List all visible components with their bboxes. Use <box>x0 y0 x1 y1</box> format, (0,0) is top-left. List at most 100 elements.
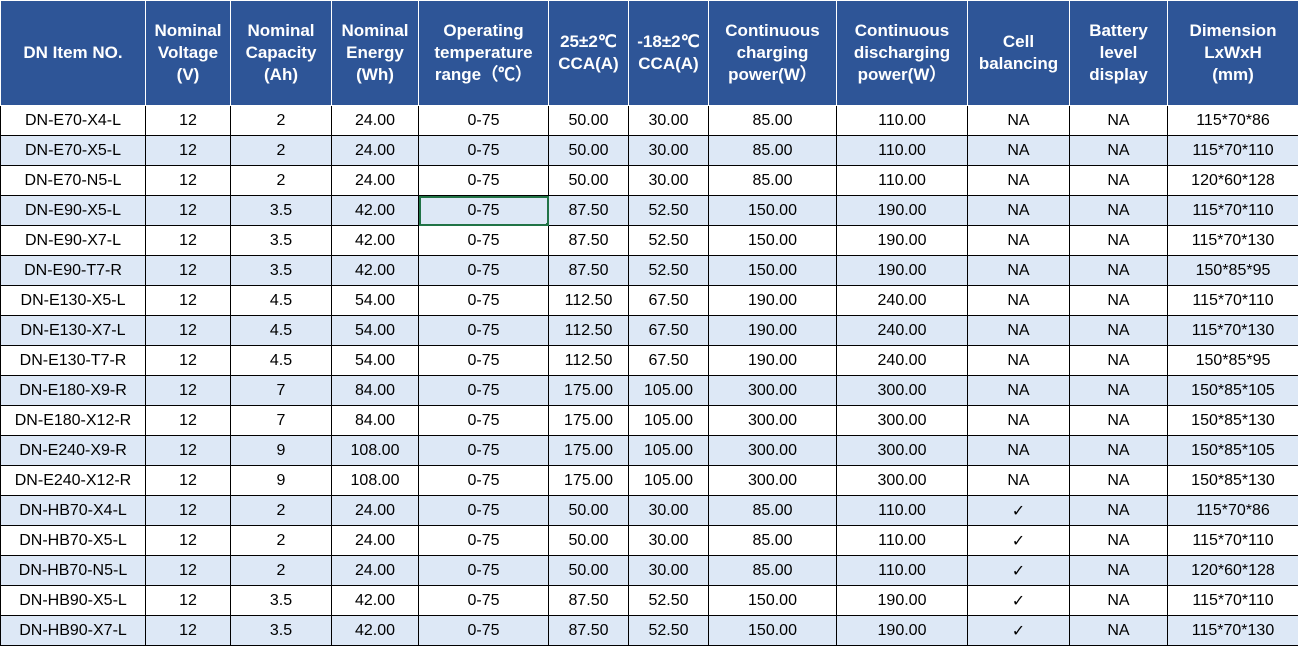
cell-voltage[interactable]: 12 <box>145 195 231 226</box>
cell-energy[interactable]: 84.00 <box>331 405 419 436</box>
cell-cca-25[interactable]: 112.50 <box>548 285 629 316</box>
cell-discharging-power[interactable]: 190.00 <box>836 615 968 646</box>
cell-dimension[interactable]: 115*70*130 <box>1167 225 1298 256</box>
cell-cca-25[interactable]: 87.50 <box>548 585 629 616</box>
cell-temperature[interactable]: 0-75 <box>418 105 549 136</box>
cell-discharging-power[interactable]: 190.00 <box>836 585 968 616</box>
cell-cca-25[interactable]: 87.50 <box>548 195 629 226</box>
cell-discharging-power[interactable]: 240.00 <box>836 315 968 346</box>
cell-capacity[interactable]: 4.5 <box>230 285 332 316</box>
cell-cca-minus18[interactable]: 30.00 <box>628 495 709 526</box>
cell-discharging-power[interactable]: 240.00 <box>836 285 968 316</box>
cell-cca-minus18[interactable]: 67.50 <box>628 285 709 316</box>
cell-cca-25[interactable]: 112.50 <box>548 315 629 346</box>
cell-battery-level[interactable]: NA <box>1069 165 1168 196</box>
cell-balancing[interactable]: ✓ <box>967 525 1070 556</box>
cell-energy[interactable]: 24.00 <box>331 165 419 196</box>
header-cca-minus18[interactable]: -18±2℃ CCA(A) <box>628 0 709 106</box>
cell-capacity[interactable]: 2 <box>230 135 332 166</box>
cell-temperature[interactable]: 0-75 <box>418 615 549 646</box>
cell-temperature[interactable]: 0-75 <box>418 465 549 496</box>
cell-cca-minus18[interactable]: 105.00 <box>628 465 709 496</box>
header-nominal-energy[interactable]: Nominal Energy (Wh) <box>331 0 419 106</box>
cell-cca-25[interactable]: 50.00 <box>548 555 629 586</box>
cell-capacity[interactable]: 3.5 <box>230 255 332 286</box>
cell-battery-level[interactable]: NA <box>1069 525 1168 556</box>
cell-balancing[interactable]: NA <box>967 255 1070 286</box>
cell-temperature[interactable]: 0-75 <box>418 555 549 586</box>
cell-dimension[interactable]: 115*70*110 <box>1167 285 1298 316</box>
cell-balancing[interactable]: NA <box>967 405 1070 436</box>
header-battery-level-display[interactable]: Battery level display <box>1069 0 1168 106</box>
cell-cca-minus18[interactable]: 52.50 <box>628 225 709 256</box>
cell-charging-power[interactable]: 300.00 <box>708 465 837 496</box>
cell-dimension[interactable]: 120*60*128 <box>1167 165 1298 196</box>
cell-energy[interactable]: 84.00 <box>331 375 419 406</box>
cell-balancing[interactable]: NA <box>967 375 1070 406</box>
cell-cca-25[interactable]: 175.00 <box>548 375 629 406</box>
cell-capacity[interactable]: 3.5 <box>230 225 332 256</box>
cell-discharging-power[interactable]: 110.00 <box>836 165 968 196</box>
cell-energy[interactable]: 24.00 <box>331 135 419 166</box>
header-discharging-power[interactable]: Continuous discharging power(W） <box>836 0 968 106</box>
cell-item-no[interactable]: DN-E130-X5-L <box>0 285 146 316</box>
cell-cca-25[interactable]: 50.00 <box>548 135 629 166</box>
cell-capacity[interactable]: 3.5 <box>230 585 332 616</box>
cell-capacity[interactable]: 7 <box>230 405 332 436</box>
cell-temperature[interactable]: 0-75 <box>418 255 549 286</box>
cell-item-no[interactable]: DN-E90-X5-L <box>0 195 146 226</box>
cell-discharging-power[interactable]: 190.00 <box>836 195 968 226</box>
cell-discharging-power[interactable]: 110.00 <box>836 555 968 586</box>
header-cca-25[interactable]: 25±2℃ CCA(A) <box>548 0 629 106</box>
cell-item-no[interactable]: DN-HB90-X5-L <box>0 585 146 616</box>
cell-capacity[interactable]: 3.5 <box>230 195 332 226</box>
cell-voltage[interactable]: 12 <box>145 435 231 466</box>
cell-temperature[interactable]: 0-75 <box>418 225 549 256</box>
cell-balancing[interactable]: NA <box>967 285 1070 316</box>
cell-battery-level[interactable]: NA <box>1069 465 1168 496</box>
cell-discharging-power[interactable]: 300.00 <box>836 405 968 436</box>
cell-cca-minus18[interactable]: 52.50 <box>628 615 709 646</box>
cell-voltage[interactable]: 12 <box>145 105 231 136</box>
cell-voltage[interactable]: 12 <box>145 255 231 286</box>
cell-energy[interactable]: 108.00 <box>331 465 419 496</box>
cell-voltage[interactable]: 12 <box>145 165 231 196</box>
cell-discharging-power[interactable]: 110.00 <box>836 105 968 136</box>
cell-battery-level[interactable]: NA <box>1069 195 1168 226</box>
cell-dimension[interactable]: 150*85*105 <box>1167 375 1298 406</box>
header-cell-balancing[interactable]: Cell balancing <box>967 0 1070 106</box>
cell-capacity[interactable]: 2 <box>230 525 332 556</box>
cell-charging-power[interactable]: 85.00 <box>708 525 837 556</box>
cell-energy[interactable]: 108.00 <box>331 435 419 466</box>
cell-cca-25[interactable]: 87.50 <box>548 615 629 646</box>
cell-balancing[interactable]: ✓ <box>967 495 1070 526</box>
cell-charging-power[interactable]: 190.00 <box>708 345 837 376</box>
cell-cca-minus18[interactable]: 52.50 <box>628 585 709 616</box>
cell-charging-power[interactable]: 150.00 <box>708 225 837 256</box>
cell-energy[interactable]: 24.00 <box>331 555 419 586</box>
cell-voltage[interactable]: 12 <box>145 555 231 586</box>
cell-item-no[interactable]: DN-HB90-X7-L <box>0 615 146 646</box>
cell-capacity[interactable]: 4.5 <box>230 345 332 376</box>
header-nominal-voltage[interactable]: Nominal Voltage (V) <box>145 0 231 106</box>
cell-charging-power[interactable]: 150.00 <box>708 585 837 616</box>
cell-voltage[interactable]: 12 <box>145 315 231 346</box>
cell-capacity[interactable]: 4.5 <box>230 315 332 346</box>
cell-voltage[interactable]: 12 <box>145 615 231 646</box>
cell-dimension[interactable]: 115*70*130 <box>1167 315 1298 346</box>
cell-capacity[interactable]: 3.5 <box>230 615 332 646</box>
cell-temperature[interactable]: 0-75 <box>418 135 549 166</box>
header-dimension[interactable]: Dimension LxWxH (mm) <box>1167 0 1298 106</box>
cell-balancing[interactable]: NA <box>967 315 1070 346</box>
cell-discharging-power[interactable]: 300.00 <box>836 375 968 406</box>
cell-battery-level[interactable]: NA <box>1069 495 1168 526</box>
cell-dimension[interactable]: 150*85*130 <box>1167 465 1298 496</box>
header-nominal-capacity[interactable]: Nominal Capacity (Ah) <box>230 0 332 106</box>
cell-charging-power[interactable]: 150.00 <box>708 255 837 286</box>
cell-battery-level[interactable]: NA <box>1069 135 1168 166</box>
cell-item-no[interactable]: DN-E240-X9-R <box>0 435 146 466</box>
header-item-no[interactable]: DN Item NO. <box>0 0 146 106</box>
cell-charging-power[interactable]: 85.00 <box>708 495 837 526</box>
cell-battery-level[interactable]: NA <box>1069 315 1168 346</box>
cell-temperature[interactable]: 0-75 <box>418 315 549 346</box>
